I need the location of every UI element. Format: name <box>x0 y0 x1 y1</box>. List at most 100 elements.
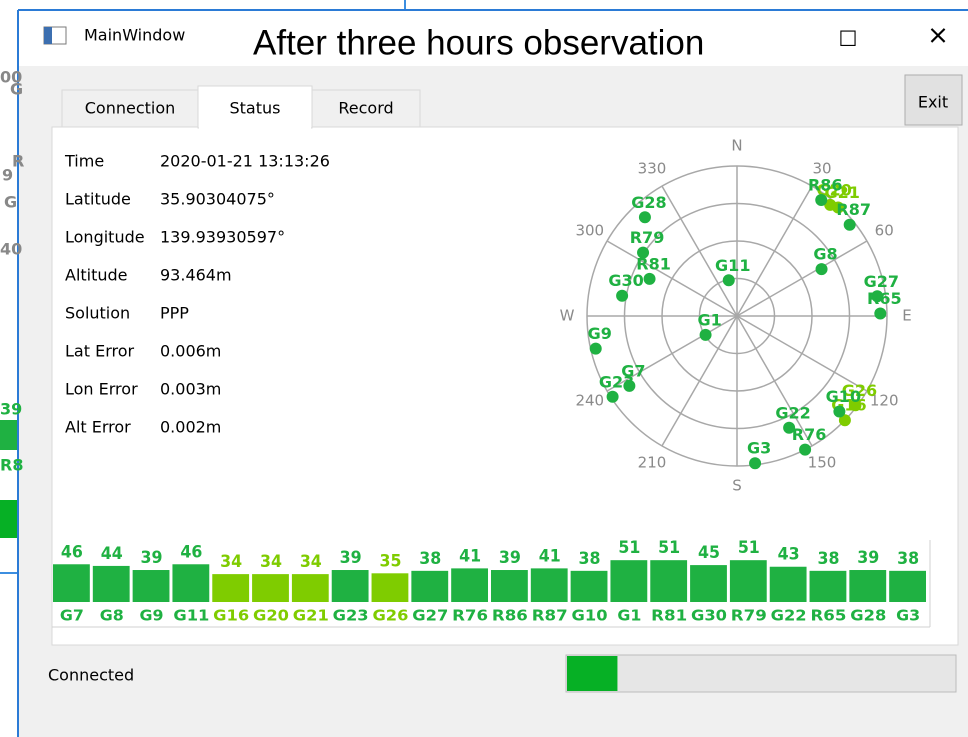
satellite-label: R76 <box>792 425 827 444</box>
snr-bar <box>291 574 329 602</box>
satellite-label: R81 <box>636 254 671 273</box>
satellite-label: G3 <box>747 439 771 458</box>
satellite-dot <box>638 211 651 224</box>
progress-bar <box>565 654 957 693</box>
snr-bar <box>212 574 250 602</box>
background-text: 9 <box>2 166 13 185</box>
exit-button[interactable] <box>904 74 963 126</box>
snr-bar <box>610 560 648 602</box>
snr-bar <box>729 560 767 602</box>
snr-value: 51 <box>618 538 640 558</box>
azimuth-label: 60 <box>875 222 894 240</box>
satellite-name: G7 <box>60 607 84 625</box>
satellite-name: R86 <box>492 607 528 625</box>
satellite-dot <box>843 218 856 231</box>
snr-value: 38 <box>897 549 919 569</box>
satellite-dot <box>833 405 846 418</box>
background-text: G <box>10 80 23 99</box>
tab-label: Record <box>338 99 393 118</box>
tab-label: Connection <box>85 99 176 118</box>
satellite-dot <box>871 290 884 303</box>
maximize-button[interactable]: □ <box>839 25 858 49</box>
snr-bar <box>849 570 887 602</box>
snr-value: 41 <box>459 546 481 566</box>
satellite-label: G23 <box>599 372 634 391</box>
satellite-dot <box>838 414 851 427</box>
close-button[interactable]: × <box>927 21 949 51</box>
snr-value: 34 <box>260 552 282 572</box>
satellite-dot <box>815 263 828 276</box>
snr-value: 41 <box>539 546 561 566</box>
snr-bar <box>690 565 727 602</box>
status-label: Time <box>64 152 104 171</box>
cardinal-label: W <box>560 307 575 325</box>
azimuth-line <box>736 315 868 392</box>
snr-value: 51 <box>658 538 680 558</box>
azimuth-line <box>736 315 813 447</box>
cardinal-label: N <box>731 137 742 155</box>
snr-bar <box>491 570 528 602</box>
satellite-name: G3 <box>896 607 920 625</box>
satellite-name: G28 <box>850 607 886 625</box>
background-text: R <box>12 152 24 171</box>
status-value: 35.90304075° <box>160 190 275 209</box>
azimuth-line <box>661 315 738 447</box>
status-label: Lat Error <box>65 342 135 361</box>
tab[interactable] <box>61 89 199 128</box>
satellite-label: G26 <box>842 381 877 400</box>
azimuth-line <box>736 240 868 317</box>
snr-value: 45 <box>698 543 720 563</box>
satellite-label: G27 <box>864 272 899 291</box>
satellite-label: G10 <box>826 387 861 406</box>
satellite-label: G30 <box>608 271 643 290</box>
tab-panel <box>51 126 959 646</box>
snr-value: 39 <box>340 548 362 568</box>
window-title: MainWindow <box>84 26 185 45</box>
satellite-dot <box>799 443 812 456</box>
azimuth-label: 240 <box>575 392 604 410</box>
azimuth-label: 120 <box>870 392 899 410</box>
tab[interactable] <box>311 89 421 128</box>
satellite-name: G1 <box>617 607 641 625</box>
snr-bar <box>451 568 488 602</box>
snr-bar <box>570 570 608 602</box>
azimuth-label: 210 <box>638 454 667 472</box>
status-text: Connected <box>48 666 134 685</box>
satellite-label: G8 <box>813 245 837 264</box>
exit-label: Exit <box>918 93 948 112</box>
azimuth-label: 150 <box>808 454 837 472</box>
satellite-name: G9 <box>140 607 164 625</box>
status-label: Altitude <box>65 266 128 285</box>
snr-value: 35 <box>379 551 401 571</box>
satellite-name: R87 <box>532 607 568 625</box>
snr-bar <box>371 573 409 602</box>
snr-bar <box>132 570 170 602</box>
snr-value: 38 <box>817 549 839 569</box>
satellite-dot <box>637 246 650 259</box>
snr-value: 46 <box>180 542 202 562</box>
satellite-name: G30 <box>691 607 727 625</box>
azimuth-line <box>606 240 738 317</box>
satellite-name: G27 <box>412 607 448 625</box>
background-bar <box>0 420 18 450</box>
satellite-name: G11 <box>173 607 209 625</box>
satellite-label: G22 <box>775 403 810 422</box>
satellite-dot <box>849 399 862 412</box>
window-icon <box>44 27 52 44</box>
status-value: PPP <box>160 304 189 323</box>
background-progress <box>0 500 18 538</box>
snr-value: 34 <box>300 552 322 572</box>
snr-bar <box>769 566 807 602</box>
progress-fill <box>567 656 618 691</box>
azimuth-label: 330 <box>638 159 667 177</box>
satellite-label: G1 <box>697 310 721 329</box>
snr-bar <box>411 570 449 602</box>
azimuth-line <box>736 185 813 317</box>
satellite-dot <box>616 289 629 302</box>
snr-bar <box>889 570 926 602</box>
satellite-name: G10 <box>572 607 608 625</box>
status-value: 0.003m <box>160 380 221 399</box>
satellite-dot <box>643 272 656 285</box>
